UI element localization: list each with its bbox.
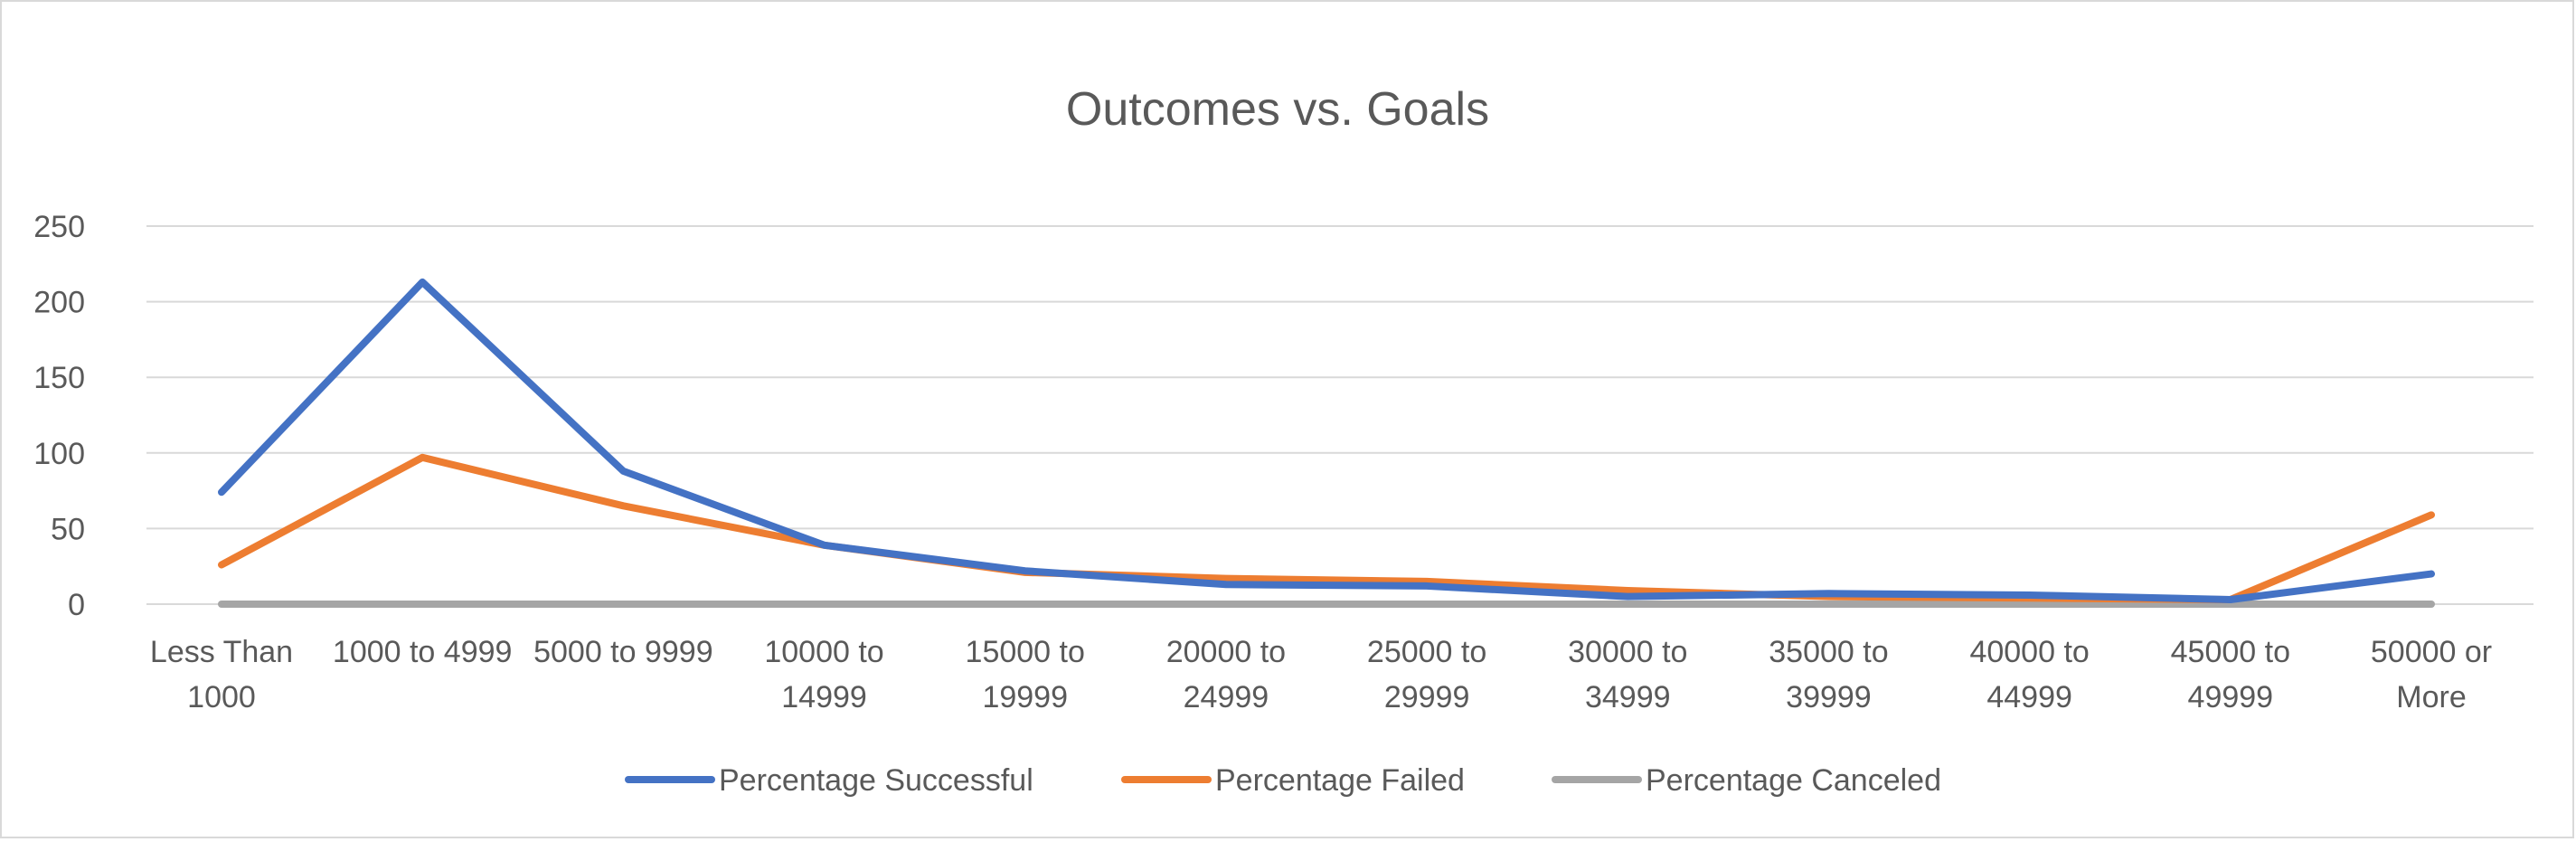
x-tick-label: 50000 or More: [2371, 635, 2492, 714]
x-tick-label-line: 25000 to: [1367, 635, 1486, 669]
x-tick-label-line: 50000 or: [2371, 635, 2492, 669]
x-tick-label-line: Less Than: [150, 635, 293, 669]
legend-item: Percentage Failed: [1125, 763, 1465, 798]
x-tick-label: 40000 to 44999: [1969, 635, 2089, 714]
x-tick-label: 30000 to 34999: [1568, 635, 1687, 714]
x-tick-label-line: More: [2396, 680, 2466, 714]
x-tick-label: 5000 to 9999: [533, 635, 713, 669]
y-tick-label: 200: [33, 286, 85, 320]
x-tick-label: 15000 to 19999: [966, 635, 1085, 714]
x-tick-label-line: 19999: [982, 680, 1068, 714]
legend-label: Percentage Successful: [719, 763, 1033, 798]
x-tick-label-line: 35000 to: [1769, 635, 1888, 669]
legend-item: Percentage Canceled: [1555, 763, 1941, 798]
x-tick-label-line: 24999: [1184, 680, 1269, 714]
y-tick-label: 150: [33, 361, 85, 395]
chart-title: Outcomes vs. Goals: [1066, 83, 1489, 136]
y-axis-ticks: 0 50 100 150 200 250: [33, 210, 85, 622]
x-tick-label-line: 1000: [187, 680, 256, 714]
y-tick-label: 0: [68, 588, 85, 622]
x-tick-label-line: 20000 to: [1166, 635, 1286, 669]
x-tick-label: Less Than 1000: [150, 635, 293, 714]
x-tick-label-line: 14999: [781, 680, 867, 714]
x-tick-label: 10000 to 14999: [764, 635, 883, 714]
x-tick-label-line: 1000 to 4999: [333, 635, 513, 669]
y-tick-label: 250: [33, 210, 85, 244]
x-axis-ticks: Less Than 1000 1000 to 4999 5000 to 9999 100…: [150, 635, 2492, 714]
x-tick-label: 45000 to 49999: [2171, 635, 2290, 714]
x-tick-label: 35000 to 39999: [1769, 635, 1888, 714]
y-tick-label: 100: [33, 437, 85, 471]
x-tick-label-line: 15000 to: [966, 635, 1085, 669]
legend-item: Percentage Successful: [628, 763, 1033, 798]
x-tick-label-line: 34999: [1585, 680, 1671, 714]
x-tick-label-line: 49999: [2188, 680, 2274, 714]
x-tick-label-line: 44999: [1986, 680, 2072, 714]
x-tick-label-line: 29999: [1384, 680, 1470, 714]
series-line-percentage-successful: [222, 282, 2431, 600]
x-tick-label-line: 39999: [1786, 680, 1872, 714]
legend-label: Percentage Canceled: [1646, 763, 1941, 798]
x-tick-label-line: 30000 to: [1568, 635, 1687, 669]
x-tick-label: 1000 to 4999: [333, 635, 513, 669]
legend-label: Percentage Failed: [1215, 763, 1465, 798]
x-tick-label: 25000 to 29999: [1367, 635, 1486, 714]
x-tick-label-line: 10000 to: [764, 635, 883, 669]
series-lines: [222, 282, 2431, 604]
x-tick-label: 20000 to 24999: [1166, 635, 1286, 714]
y-tick-label: 50: [51, 512, 85, 546]
x-tick-label-line: 5000 to 9999: [533, 635, 713, 669]
gridlines: [146, 226, 2534, 604]
x-tick-label-line: 45000 to: [2171, 635, 2290, 669]
legend: Percentage Successful Percentage Failed Pe…: [628, 763, 1941, 798]
x-tick-label-line: 40000 to: [1969, 635, 2089, 669]
